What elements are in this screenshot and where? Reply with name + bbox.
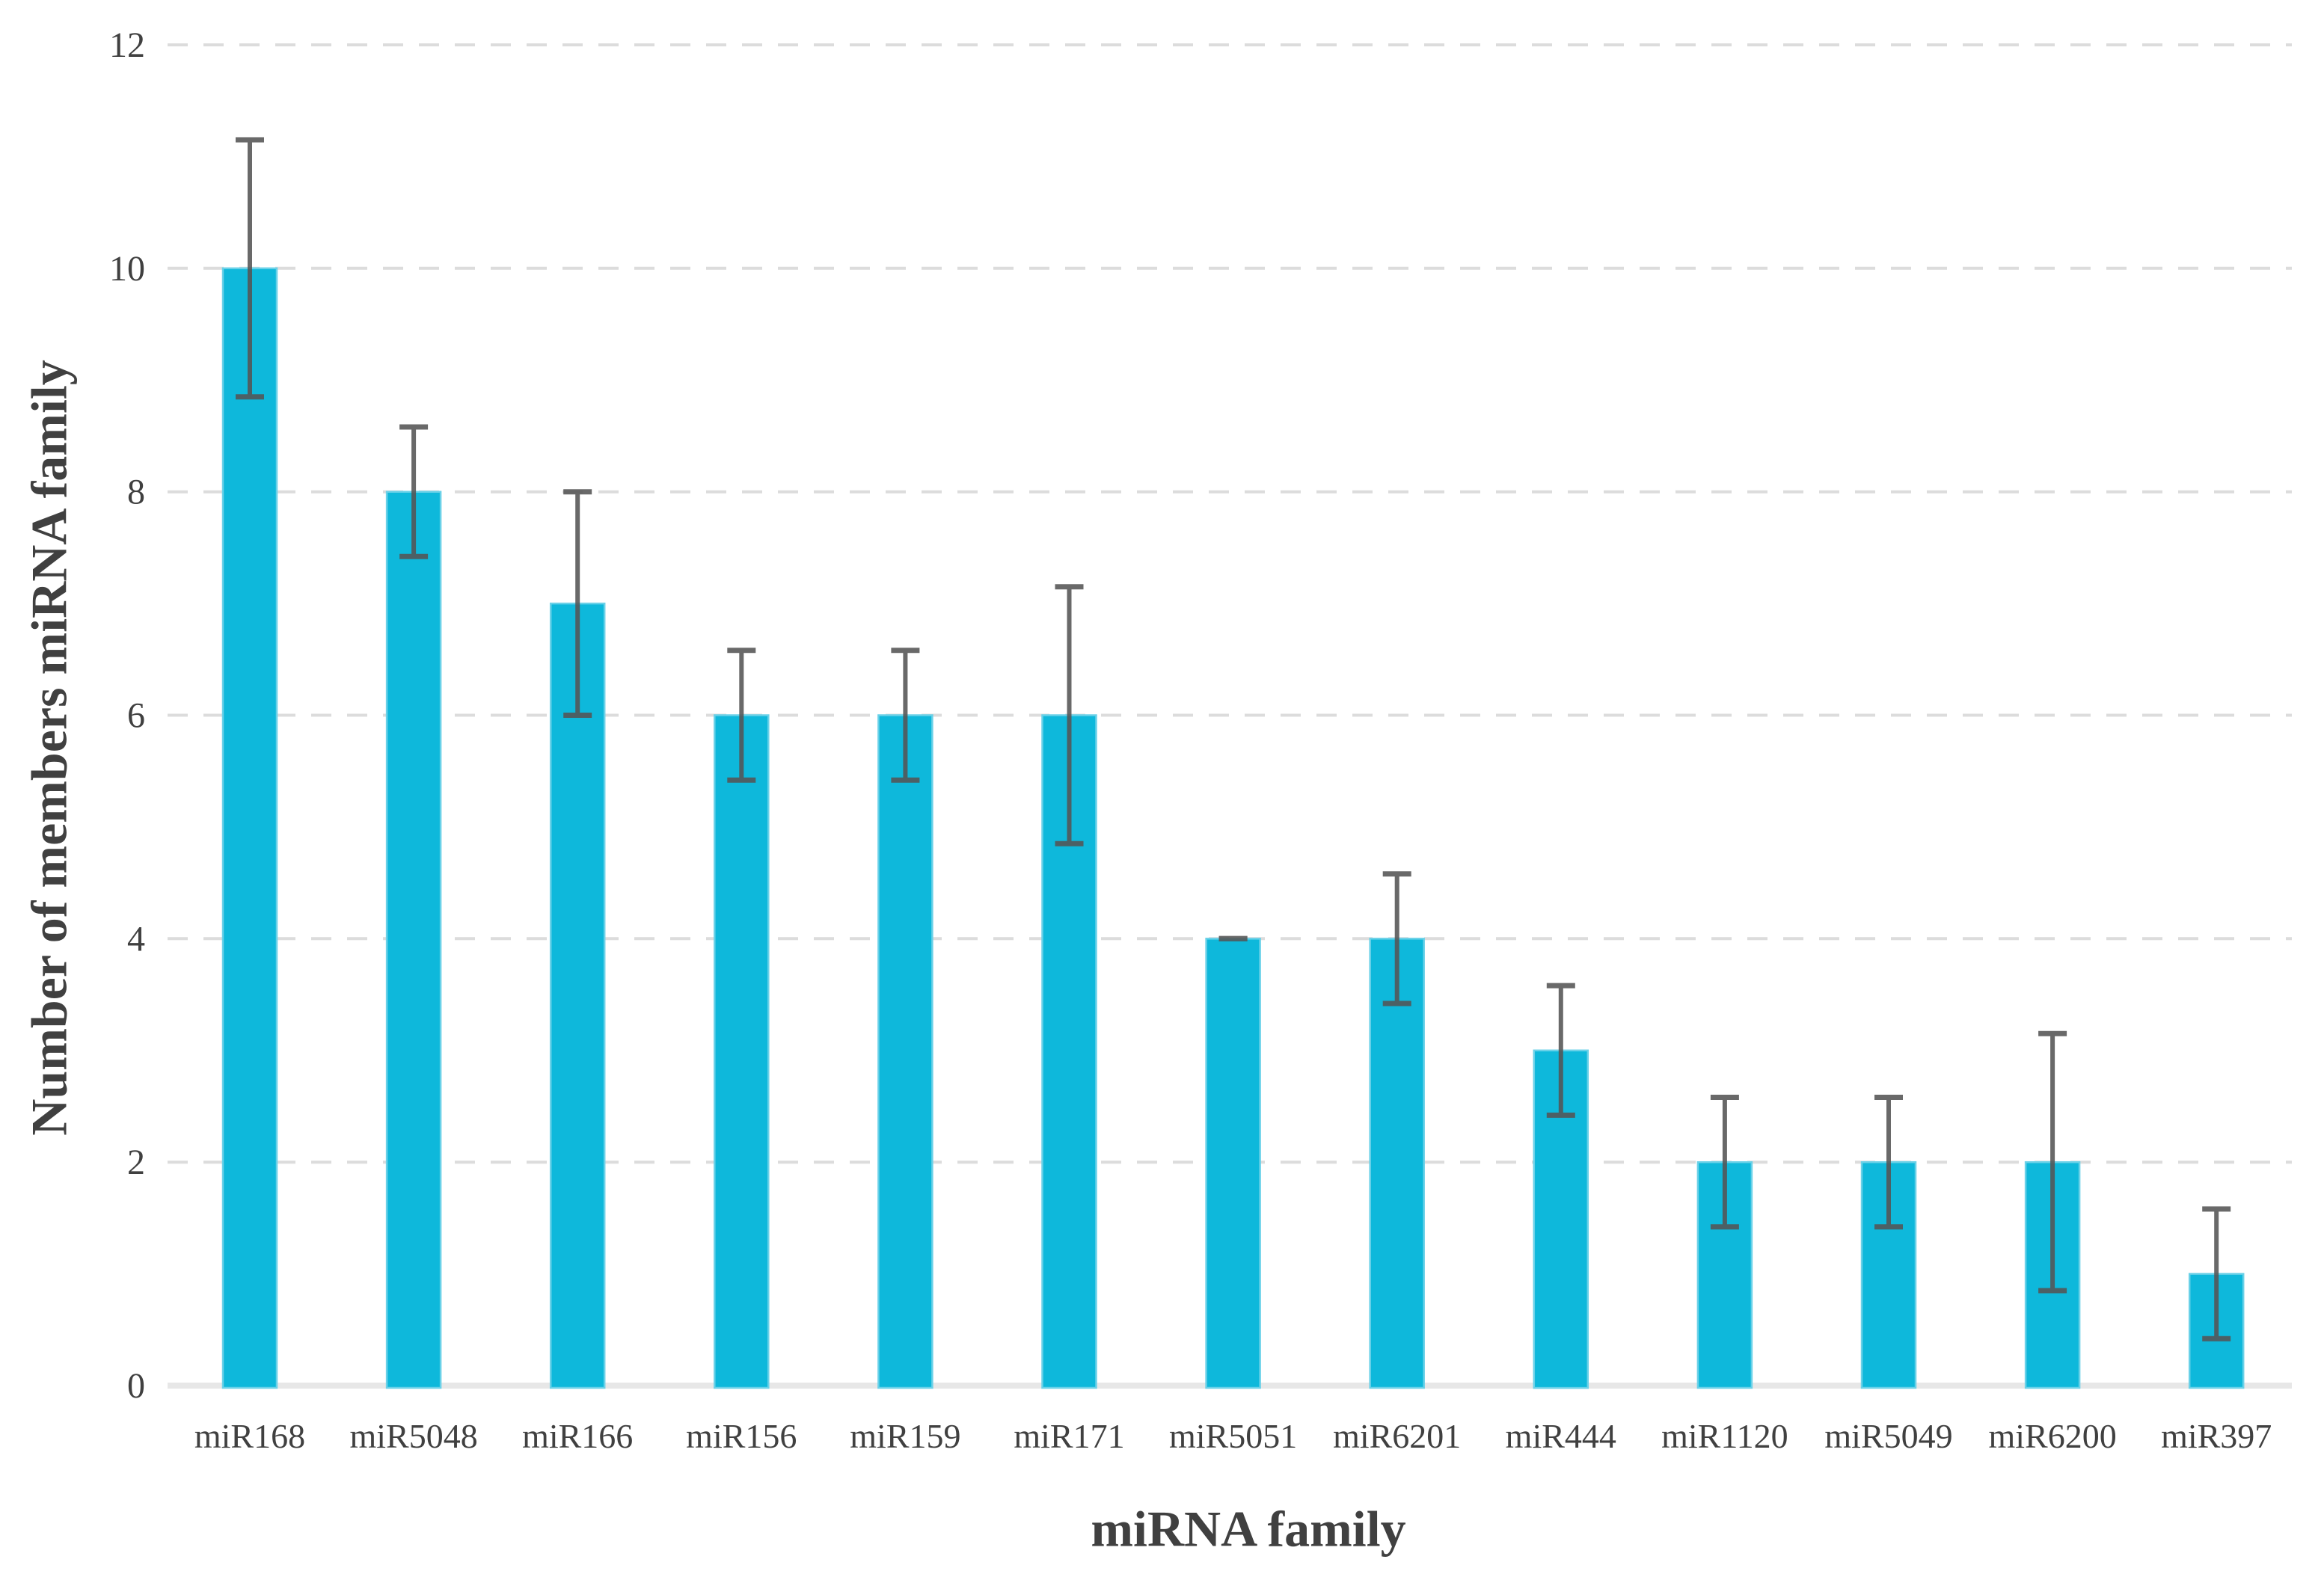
x-category-label-miR5048: miR5048 bbox=[349, 1417, 477, 1455]
error-bar-miR5049 bbox=[1874, 1095, 1903, 1230]
bar-miR5048 bbox=[385, 491, 442, 1389]
y-tick-label-12: 12 bbox=[109, 25, 145, 65]
error-bar-miR171 bbox=[1055, 584, 1084, 846]
bar-miR168 bbox=[221, 267, 278, 1389]
y-tick-label-8: 8 bbox=[127, 473, 145, 512]
error-bar-miR5048 bbox=[399, 424, 429, 559]
error-bar-miR397 bbox=[2202, 1206, 2231, 1341]
y-tick-label-2: 2 bbox=[127, 1143, 145, 1182]
gridlines bbox=[168, 43, 2292, 1164]
bar-miR159 bbox=[877, 714, 933, 1389]
x-category-label-miR171: miR171 bbox=[1014, 1417, 1124, 1455]
x-category-label-miR168: miR168 bbox=[194, 1417, 305, 1455]
error-bars bbox=[236, 137, 2231, 1341]
error-bar-miR6200 bbox=[2038, 1030, 2067, 1294]
x-category-label-miR6201: miR6201 bbox=[1333, 1417, 1461, 1455]
x-category-label-miR5051: miR5051 bbox=[1169, 1417, 1297, 1455]
bar-miR166 bbox=[549, 602, 606, 1389]
x-category-label-miR159: miR159 bbox=[850, 1417, 960, 1455]
error-bar-miR444 bbox=[1546, 983, 1575, 1118]
bar-miR156 bbox=[714, 714, 770, 1389]
error-bar-miR156 bbox=[727, 648, 756, 783]
error-bar-miR166 bbox=[563, 489, 592, 718]
y-tick-label-4: 4 bbox=[127, 919, 145, 959]
bars bbox=[221, 267, 2245, 1389]
x-category-label-miR6200: miR6200 bbox=[1988, 1417, 2116, 1455]
x-axis-category-labels: miR168 miR5048 miR166 miR156 miR159 miR171 miR… bbox=[194, 1417, 2272, 1455]
x-category-label-miR5049: miR5049 bbox=[1824, 1417, 1952, 1455]
x-axis-title: miRNA family bbox=[1091, 1500, 1406, 1558]
y-tick-label-0: 0 bbox=[127, 1366, 145, 1406]
x-category-label-miR156: miR156 bbox=[686, 1417, 797, 1455]
y-axis-title: Number of members miRNA family bbox=[20, 360, 78, 1136]
bar-miR1120 bbox=[1696, 1161, 1753, 1389]
error-bar-miR168 bbox=[236, 137, 264, 400]
x-category-label-miR1120: miR1120 bbox=[1661, 1417, 1788, 1455]
error-bar-miR6201 bbox=[1382, 871, 1411, 1006]
y-tick-label-10: 10 bbox=[109, 249, 145, 289]
x-category-label-miR166: miR166 bbox=[522, 1417, 633, 1455]
y-axis-tick-labels: 0 2 4 6 8 10 12 bbox=[109, 25, 145, 1406]
x-category-label-miR397: miR397 bbox=[2161, 1417, 2272, 1455]
y-tick-label-6: 6 bbox=[127, 696, 145, 736]
x-category-label-miR444: miR444 bbox=[1506, 1417, 1616, 1455]
error-bar-miR159 bbox=[891, 648, 920, 783]
error-bar-miR1120 bbox=[1710, 1095, 1739, 1230]
bar-miR5051 bbox=[1205, 938, 1261, 1389]
